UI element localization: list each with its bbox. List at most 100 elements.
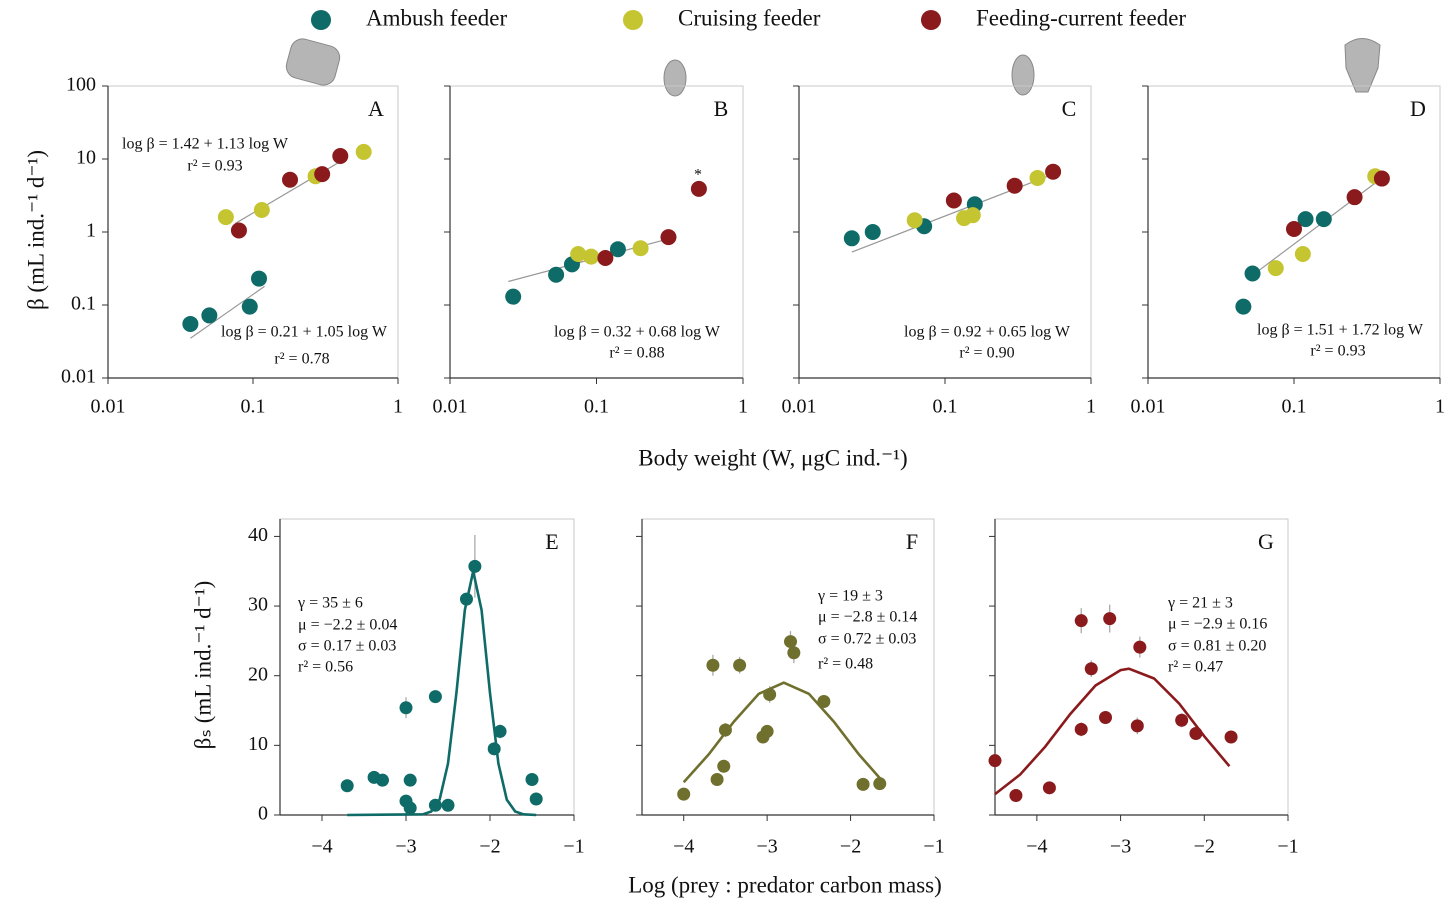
y-tick-label: 10 — [248, 733, 268, 755]
data-point — [1074, 614, 1088, 628]
data-point — [856, 777, 870, 791]
data-point — [251, 270, 268, 287]
data-point — [660, 229, 677, 246]
data-point — [548, 266, 565, 283]
data-point — [1235, 298, 1252, 315]
data-point — [583, 248, 600, 265]
legend-marker — [623, 10, 643, 30]
x-tick-label: −3 — [395, 836, 416, 858]
data-point — [1009, 788, 1023, 802]
x-tick-label: 0.1 — [933, 396, 958, 418]
data-point — [1267, 260, 1284, 277]
data-point — [340, 779, 354, 793]
y-tick-label: 20 — [248, 663, 268, 685]
data-point — [468, 559, 482, 573]
data-point — [690, 180, 707, 197]
annotation: log β = 1.42 + 1.13 log W — [122, 136, 289, 153]
x-axis-title: Body weight (W, μgC ind.⁻¹) — [638, 445, 907, 470]
y-tick-label: 10 — [76, 147, 96, 169]
annotation: r² = 0.90 — [959, 345, 1014, 362]
x-tick-label: 0.01 — [433, 396, 468, 418]
data-point — [1006, 177, 1023, 194]
data-point — [1373, 170, 1390, 187]
data-point — [529, 792, 543, 806]
panel-label: E — [545, 529, 558, 554]
data-point — [282, 171, 299, 188]
x-tick-label: 1 — [393, 396, 403, 418]
data-point — [718, 723, 732, 737]
x-tick-label: −1 — [563, 836, 584, 858]
data-point — [906, 212, 923, 229]
data-point — [201, 307, 218, 324]
icon-tintinnid — [285, 38, 341, 86]
data-point — [1084, 662, 1098, 676]
y-axis-title: βₛ (mL ind.⁻¹ d⁻¹) — [190, 581, 215, 750]
icon-rotifer — [1344, 38, 1381, 93]
x-axis-title: Log (prey : predator carbon mass) — [628, 872, 942, 897]
fit-line — [1249, 177, 1383, 278]
x-tick-label: 1 — [738, 396, 748, 418]
data-point — [441, 798, 455, 812]
annotation: r² = 0.88 — [609, 345, 664, 362]
panel-label: D — [1410, 96, 1426, 121]
x-tick-label: −3 — [757, 836, 778, 858]
annotation: σ = 0.81 ± 0.20 — [1168, 638, 1266, 655]
annotation: * — [694, 167, 702, 184]
plot-frame — [641, 518, 935, 816]
plot-frame — [994, 518, 1289, 816]
legend-marker — [311, 10, 331, 30]
data-point — [505, 288, 522, 305]
annotation: log β = 0.92 + 0.65 log W — [904, 324, 1071, 341]
data-point — [375, 773, 389, 787]
data-point — [403, 773, 417, 787]
data-point — [632, 240, 649, 257]
annotation: μ = −2.9 ± 0.16 — [1168, 616, 1267, 633]
data-point — [182, 315, 199, 332]
annotation: γ = 21 ± 3 — [1167, 595, 1233, 612]
annotation: μ = −2.8 ± 0.14 — [818, 609, 917, 626]
data-point — [230, 222, 247, 239]
x-tick-label: 0.1 — [584, 396, 609, 418]
panel-label: B — [714, 96, 729, 121]
data-point — [217, 209, 234, 226]
data-point — [459, 592, 473, 606]
annotation: r² = 0.48 — [818, 656, 873, 673]
data-point — [873, 777, 887, 791]
x-tick-label: −4 — [311, 836, 332, 858]
panel-label: A — [368, 96, 384, 121]
fit-curve — [994, 667, 1231, 796]
x-tick-label: 1 — [1086, 396, 1096, 418]
data-point — [784, 635, 798, 649]
data-point — [525, 772, 539, 786]
data-point — [403, 801, 417, 815]
data-point — [332, 147, 349, 164]
data-point — [710, 772, 724, 786]
annotation: log β = 1.51 + 1.72 log W — [1257, 322, 1424, 339]
data-point — [609, 241, 626, 258]
data-point — [817, 694, 831, 708]
data-point — [787, 646, 801, 660]
data-point — [733, 658, 747, 672]
annotation: r² = 0.78 — [274, 351, 329, 368]
y-tick-label: 30 — [248, 594, 268, 616]
x-tick-label: −1 — [923, 836, 944, 858]
data-point — [1297, 211, 1314, 228]
fit-line — [234, 156, 349, 225]
legend-label: Feeding-current feeder — [976, 5, 1186, 30]
x-tick-label: 0.1 — [241, 396, 266, 418]
x-tick-label: −3 — [1110, 836, 1131, 858]
data-point — [843, 230, 860, 247]
x-tick-label: 0.01 — [782, 396, 817, 418]
data-point — [241, 298, 258, 315]
x-tick-label: 1 — [1435, 396, 1445, 418]
annotation: r² = 0.56 — [298, 659, 353, 676]
data-point — [570, 245, 587, 262]
x-tick-label: −2 — [1194, 836, 1215, 858]
legend-label: Ambush feeder — [366, 5, 507, 30]
annotation: log β = 0.32 + 0.68 log W — [554, 324, 721, 341]
data-point — [964, 207, 981, 224]
data-point — [399, 701, 413, 715]
x-tick-label: −1 — [1277, 836, 1298, 858]
